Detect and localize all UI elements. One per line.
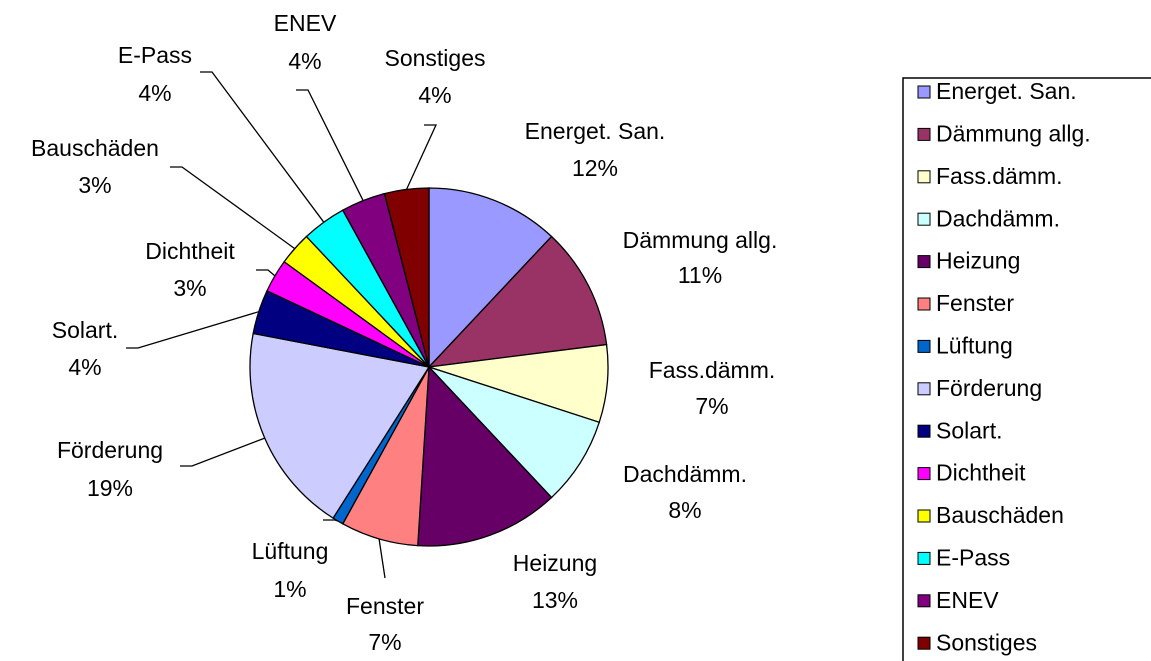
legend-swatch [917, 467, 931, 481]
legend-swatch [917, 170, 931, 184]
slice-label: Bauschäden [31, 135, 159, 161]
leader-line [405, 124, 438, 190]
legend-swatch [917, 127, 931, 141]
slice-label: Lüftung [252, 538, 329, 564]
slice-label: Solart. [52, 317, 118, 343]
legend-swatch [917, 636, 931, 650]
slice-label: Förderung [57, 437, 163, 463]
legend-label: Solart. [936, 417, 1002, 443]
slice-value-label: 7% [695, 393, 728, 419]
legend-label: E-Pass [936, 544, 1010, 570]
leader-line [296, 89, 364, 201]
leader-line [200, 71, 325, 223]
leader-line [126, 311, 259, 349]
slice-label: Dachdämm. [623, 461, 747, 487]
pie-slice [383, 187, 430, 368]
legend-swatch [917, 551, 931, 565]
slice-label: Fass.dämm. [649, 357, 776, 383]
slice-value-label: 7% [368, 629, 401, 655]
slice-value-label: 19% [87, 475, 133, 501]
slice-value-label: 3% [173, 275, 206, 301]
slice-value-label: 8% [668, 497, 701, 523]
legend-label: Bauschäden [936, 502, 1064, 528]
pie-slice [428, 366, 601, 499]
slice-value-label: 4% [418, 82, 451, 108]
slice-value-label: 3% [78, 172, 111, 198]
legend-swatch [917, 594, 931, 608]
legend-label: Dichtheit [936, 460, 1026, 486]
slice-label: E-Pass [118, 42, 192, 68]
legend-label: Fenster [936, 290, 1014, 316]
slice-value-label: 13% [532, 587, 578, 613]
legend-label: Sonstiges [936, 629, 1037, 655]
leader-line [170, 166, 296, 250]
legend-label: ENEV [936, 587, 999, 613]
slice-label: Heizung [513, 550, 597, 576]
pie-slice [428, 187, 553, 369]
legend-label: Lüftung [936, 332, 1013, 358]
pie-slice [427, 235, 608, 368]
slice-label: Energet. San. [525, 118, 666, 144]
leader-line [323, 519, 339, 522]
legend-swatch [917, 255, 931, 269]
legend-swatch [917, 339, 931, 353]
slice-value-label: 4% [68, 354, 101, 380]
leader-line [256, 269, 276, 277]
leader-line [180, 437, 265, 467]
legend-label: Dämmung allg. [936, 120, 1091, 146]
legend-swatch [917, 212, 931, 226]
slice-label: Fenster [346, 593, 424, 619]
legend-label: Förderung [936, 375, 1042, 401]
pie-slice [417, 365, 553, 547]
slice-value-label: 4% [138, 80, 171, 106]
slice-label: ENEV [274, 10, 337, 36]
legend-label: Fass.dämm. [936, 163, 1063, 189]
slice-value-label: 11% [678, 262, 722, 288]
slice-label: Dichtheit [145, 238, 235, 264]
legend-swatch [917, 509, 931, 523]
legend-label: Energet. San. [936, 78, 1077, 104]
legend-label: Heizung [936, 248, 1020, 274]
legend-swatch [917, 424, 931, 438]
pie-slice [249, 332, 431, 520]
leader-line [378, 538, 386, 579]
legend-swatch [917, 382, 931, 396]
slice-value-label: 4% [288, 48, 321, 74]
slice-value-label: 1% [273, 576, 306, 602]
legend-box [902, 77, 1151, 661]
legend-label: Dachdämm. [936, 205, 1060, 231]
legend-swatch [917, 85, 931, 99]
slice-value-label: 12% [572, 155, 618, 181]
legend-swatch [917, 297, 931, 311]
slice-label: Sonstiges [384, 45, 485, 71]
slice-label: Dämmung allg. [623, 227, 778, 253]
